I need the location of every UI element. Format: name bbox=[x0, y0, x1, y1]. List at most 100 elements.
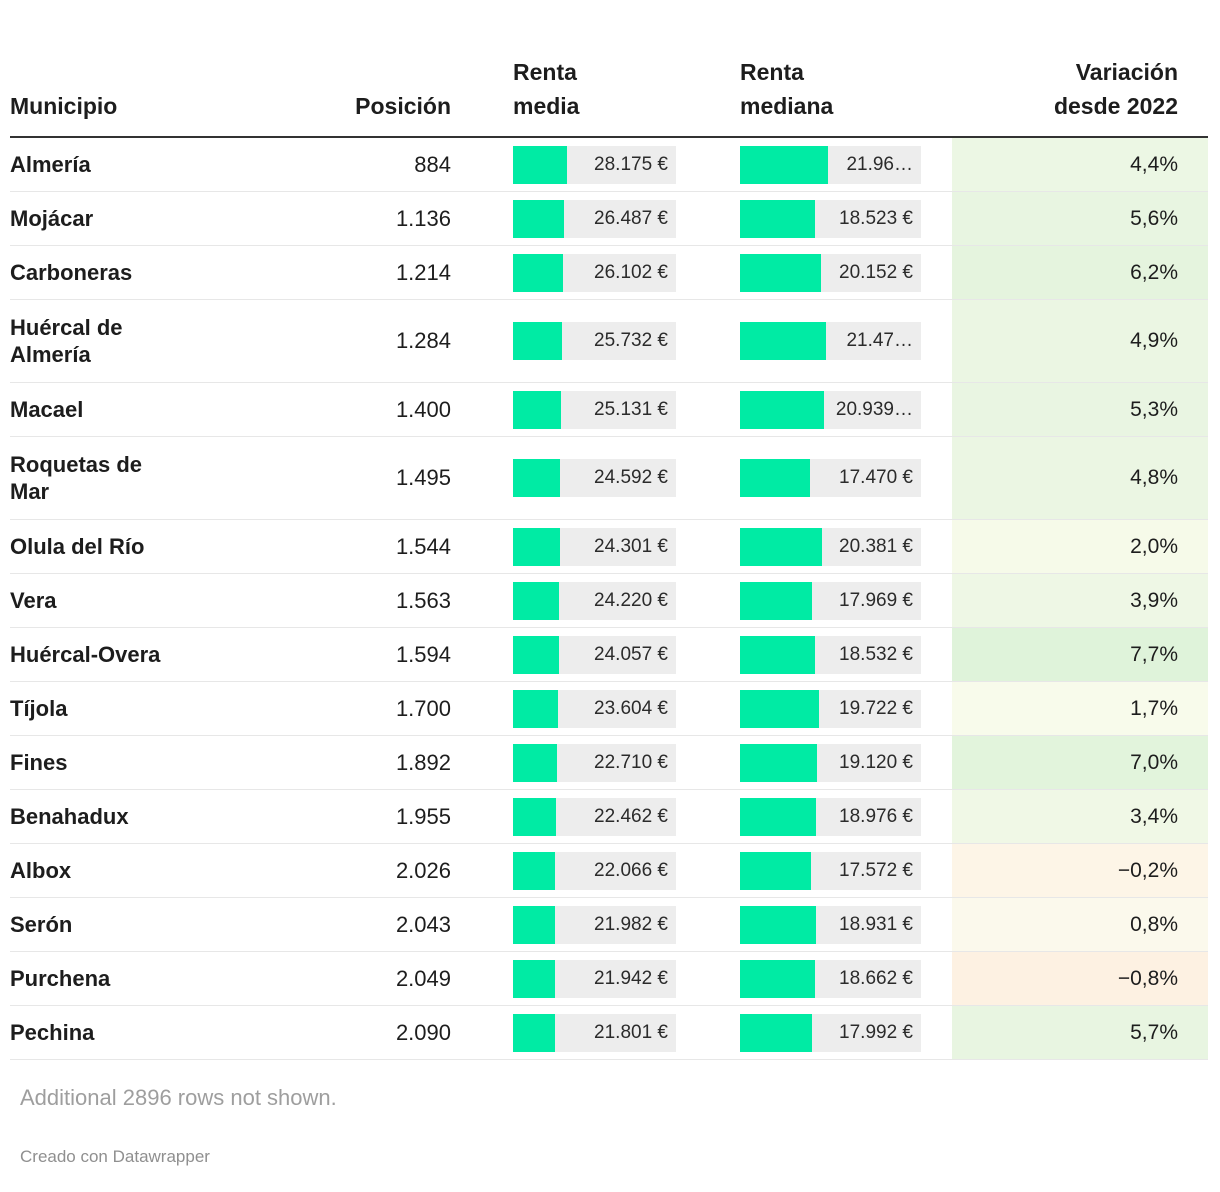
renta-mediana-bar bbox=[740, 959, 816, 998]
renta-media-bar bbox=[513, 390, 562, 429]
renta-mediana-value: 20.939… bbox=[835, 398, 913, 420]
renta-media-value: 22.462 € bbox=[594, 805, 668, 827]
renta-media-bar-track: 24.592 € bbox=[513, 459, 676, 497]
renta-media-bar bbox=[513, 743, 557, 782]
renta-mediana-bar-track: 20.381 € bbox=[740, 527, 921, 566]
renta-media-bar-track: 25.131 € bbox=[513, 390, 676, 429]
variacion-value: 4,8% bbox=[1130, 466, 1178, 489]
renta-mediana-value: 19.120 € bbox=[839, 751, 913, 773]
posicion-value: 1.284 bbox=[395, 328, 451, 353]
renta-media-bar bbox=[513, 527, 560, 566]
renta-media-value: 24.057 € bbox=[594, 643, 668, 665]
renta-mediana-cell: 18.976 € bbox=[740, 797, 921, 836]
renta-mediana-cell: 19.120 € bbox=[740, 743, 921, 782]
table-row: Vera 1.563 24.220 € 17.969 € 3,9% bbox=[10, 574, 1208, 628]
renta-mediana-bar bbox=[740, 390, 825, 429]
posicion-value: 1.400 bbox=[395, 396, 451, 422]
renta-media-cell: 24.220 € bbox=[513, 581, 676, 620]
municipio-name: Purchena bbox=[10, 966, 111, 991]
variacion-value: 1,7% bbox=[1130, 696, 1178, 720]
municipio-name: Albox bbox=[10, 858, 72, 883]
renta-mediana-bar-track: 20.939… bbox=[740, 390, 921, 429]
renta-media-bar-track: 28.175 € bbox=[513, 145, 676, 184]
renta-mediana-bar bbox=[740, 743, 817, 782]
renta-mediana-bar-track: 21.96… bbox=[740, 145, 921, 184]
posicion-value: 1.544 bbox=[395, 533, 451, 559]
table-row: Pechina 2.090 21.801 € 17.992 € 5,7% bbox=[10, 1006, 1208, 1060]
col-header-renta-mediana: Renta mediana bbox=[740, 59, 834, 119]
variacion-cell: 5,7% bbox=[952, 1006, 1208, 1059]
renta-media-value: 24.592 € bbox=[594, 467, 668, 488]
renta-media-value: 22.066 € bbox=[594, 859, 668, 881]
datawrapper-credit-link[interactable]: Creado con Datawrapper bbox=[20, 1147, 210, 1166]
renta-media-bar-track: 24.057 € bbox=[513, 635, 676, 674]
renta-mediana-bar-track: 17.470 € bbox=[740, 459, 921, 497]
renta-media-value: 26.487 € bbox=[594, 207, 668, 229]
posicion-value: 1.594 bbox=[395, 641, 451, 667]
renta-mediana-bar-track: 20.152 € bbox=[740, 253, 921, 292]
posicion-value: 1.700 bbox=[395, 695, 451, 721]
renta-mediana-cell: 17.992 € bbox=[740, 1013, 921, 1052]
renta-mediana-bar-track: 21.47… bbox=[740, 322, 921, 360]
renta-mediana-bar bbox=[740, 145, 829, 184]
renta-mediana-bar bbox=[740, 322, 827, 360]
renta-mediana-cell: 18.523 € bbox=[740, 199, 921, 238]
renta-mediana-bar-track: 18.523 € bbox=[740, 199, 921, 238]
renta-mediana-cell: 18.662 € bbox=[740, 959, 921, 998]
table-row: Tíjola 1.700 23.604 € 19.722 € 1,7% bbox=[10, 682, 1208, 736]
renta-mediana-bar-track: 19.722 € bbox=[740, 689, 921, 728]
variacion-value: 3,9% bbox=[1130, 588, 1178, 612]
col-header-municipio: Municipio bbox=[10, 93, 118, 119]
variacion-value: 0,8% bbox=[1130, 912, 1178, 936]
municipio-name: Serón bbox=[10, 912, 73, 937]
table-row: Purchena 2.049 21.942 € 18.662 € −0,8% bbox=[10, 952, 1208, 1006]
renta-mediana-bar bbox=[740, 527, 822, 566]
variacion-value: 6,2% bbox=[1130, 260, 1178, 284]
posicion-value: 1.955 bbox=[395, 803, 451, 829]
renta-mediana-value: 20.152 € bbox=[839, 261, 913, 283]
renta-mediana-bar-track: 17.969 € bbox=[740, 581, 921, 620]
variacion-cell: 6,2% bbox=[952, 246, 1208, 299]
table-row: Serón 2.043 21.982 € 18.931 € 0,8% bbox=[10, 898, 1208, 952]
renta-media-cell: 24.301 € bbox=[513, 527, 676, 566]
renta-media-cell: 25.131 € bbox=[513, 390, 676, 429]
renta-media-bar bbox=[513, 905, 556, 944]
variacion-cell: 0,8% bbox=[952, 898, 1208, 951]
table-body: Almería 884 28.175 € 21.96… 4,4% bbox=[10, 138, 1208, 1060]
municipio-name: Tíjola bbox=[10, 696, 68, 721]
variacion-value: 7,7% bbox=[1130, 642, 1178, 666]
renta-media-bar-track: 24.301 € bbox=[513, 527, 676, 566]
variacion-value: 5,3% bbox=[1130, 397, 1178, 421]
renta-media-value: 22.710 € bbox=[594, 751, 668, 773]
renta-mediana-bar-track: 17.572 € bbox=[740, 851, 921, 890]
variacion-cell: 3,9% bbox=[952, 574, 1208, 627]
municipio-name: Fines bbox=[10, 750, 68, 775]
posicion-value: 2.026 bbox=[395, 857, 451, 883]
renta-mediana-cell: 17.572 € bbox=[740, 851, 921, 890]
renta-media-cell: 26.487 € bbox=[513, 199, 676, 238]
municipio-name: Macael bbox=[10, 397, 84, 422]
table-row: Huércal-Overa 1.594 24.057 € 18.532 € 7,… bbox=[10, 628, 1208, 682]
renta-mediana-bar bbox=[740, 851, 811, 890]
variacion-value: −0,8% bbox=[1117, 966, 1178, 990]
renta-mediana-bar bbox=[740, 797, 817, 836]
renta-mediana-bar-track: 18.662 € bbox=[740, 959, 921, 998]
table-row: Albox 2.026 22.066 € 17.572 € −0,2% bbox=[10, 844, 1208, 898]
renta-media-value: 21.982 € bbox=[594, 913, 668, 935]
renta-mediana-value: 21.96… bbox=[846, 153, 913, 175]
renta-mediana-bar bbox=[740, 459, 811, 497]
renta-mediana-value: 17.969 € bbox=[839, 589, 913, 611]
renta-media-bar bbox=[513, 199, 564, 238]
renta-media-bar-track: 21.942 € bbox=[513, 959, 676, 998]
renta-media-bar bbox=[513, 635, 560, 674]
variacion-cell: 5,3% bbox=[952, 383, 1208, 436]
renta-mediana-bar bbox=[740, 689, 820, 728]
renta-media-bar bbox=[513, 689, 559, 728]
renta-mediana-cell: 20.939… bbox=[740, 390, 921, 429]
renta-media-bar-track: 26.102 € bbox=[513, 253, 676, 292]
variacion-value: 3,4% bbox=[1130, 804, 1178, 828]
renta-mediana-bar bbox=[740, 581, 813, 620]
municipio-name: Pechina bbox=[10, 1020, 95, 1045]
renta-mediana-value: 18.532 € bbox=[839, 643, 913, 665]
renta-mediana-bar bbox=[740, 905, 817, 944]
